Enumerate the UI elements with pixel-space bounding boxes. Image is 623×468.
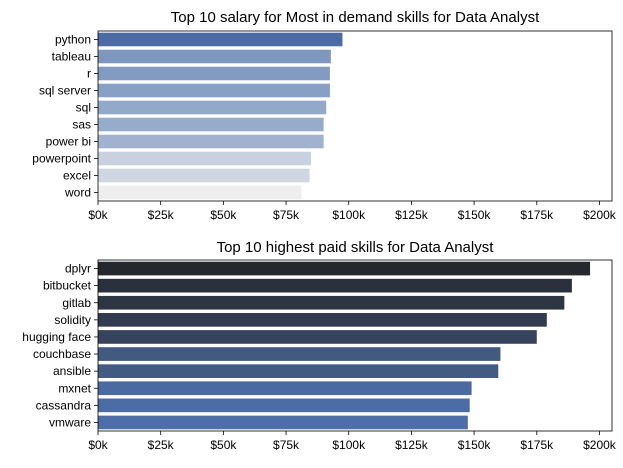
y-tick-label: vmware — [49, 415, 91, 429]
bar-sql-server — [98, 83, 330, 98]
plot-frame — [97, 30, 613, 202]
bar-vmware — [98, 415, 468, 430]
x-tick-label: $175k — [520, 208, 554, 222]
bar-bitbucket — [98, 278, 572, 293]
bar-sas — [98, 117, 324, 132]
y-tick-label: bitbucket — [43, 279, 92, 293]
y-tick-label: tableau — [52, 50, 91, 64]
x-tick-label: $125k — [395, 208, 429, 222]
chart-title: Top 10 highest paid skills for Data Anal… — [217, 239, 495, 256]
y-tick-label: gitlab — [62, 296, 91, 310]
x-tick-label: $150k — [458, 438, 492, 452]
x-tick-label: $100k — [332, 438, 366, 452]
chart-panel-most-in-demand: Top 10 salary for Most in demand skills … — [32, 9, 617, 222]
y-tick-label: mxnet — [58, 381, 91, 395]
y-tick-label: sql — [76, 101, 91, 115]
bar-cassandra — [98, 398, 470, 413]
x-tick-label: $100k — [332, 208, 366, 222]
y-tick-label: r — [87, 67, 91, 81]
x-tick-label: $200k — [583, 208, 617, 222]
chart-panel-highest-paid: Top 10 highest paid skills for Data Anal… — [22, 239, 617, 452]
x-tick-label: $125k — [395, 438, 429, 452]
y-tick-label: ansible — [53, 364, 91, 378]
plot-frame — [97, 259, 613, 432]
x-tick-label: $25k — [148, 208, 175, 222]
y-tick-label: couchbase — [33, 347, 91, 361]
y-tick-label: word — [64, 186, 91, 200]
y-tick-label: python — [55, 33, 91, 47]
x-tick-label: $150k — [458, 208, 492, 222]
bar-ansible — [98, 364, 499, 378]
bar-couchbase — [98, 347, 501, 361]
bar-gitlab — [98, 295, 565, 310]
bar-excel — [98, 168, 310, 183]
bar-mxnet — [98, 381, 472, 396]
bar-power-bi — [98, 134, 324, 149]
y-tick-label: hugging face — [22, 330, 91, 344]
y-tick-label: power bi — [46, 135, 91, 149]
bar-sql — [98, 100, 327, 115]
bar-solidity — [98, 313, 547, 327]
x-tick-label: $50k — [210, 438, 237, 452]
bar-tableau — [98, 49, 331, 64]
chart-title: Top 10 salary for Most in demand skills … — [171, 9, 540, 26]
x-tick-label: $0k — [88, 208, 108, 222]
x-tick-label: $50k — [210, 208, 237, 222]
x-tick-label: $200k — [583, 438, 617, 452]
y-tick-label: solidity — [54, 313, 91, 327]
x-tick-label: $75k — [273, 438, 300, 452]
y-tick-label: powerpoint — [32, 152, 91, 166]
y-tick-label: dplyr — [65, 262, 91, 276]
x-tick-label: $75k — [273, 208, 300, 222]
y-tick-label: excel — [63, 169, 91, 183]
bar-powerpoint — [98, 151, 312, 166]
bar-word — [98, 185, 302, 200]
bar-r — [98, 66, 330, 81]
y-tick-label: sql server — [39, 84, 91, 98]
y-tick-label: cassandra — [36, 398, 92, 412]
bar-hugging-face — [98, 330, 537, 344]
bar-python — [98, 32, 343, 47]
x-tick-label: $175k — [520, 438, 554, 452]
y-tick-label: sas — [72, 118, 91, 132]
x-tick-label: $25k — [148, 438, 175, 452]
x-tick-label: $0k — [88, 438, 108, 452]
bar-dplyr — [98, 261, 591, 276]
